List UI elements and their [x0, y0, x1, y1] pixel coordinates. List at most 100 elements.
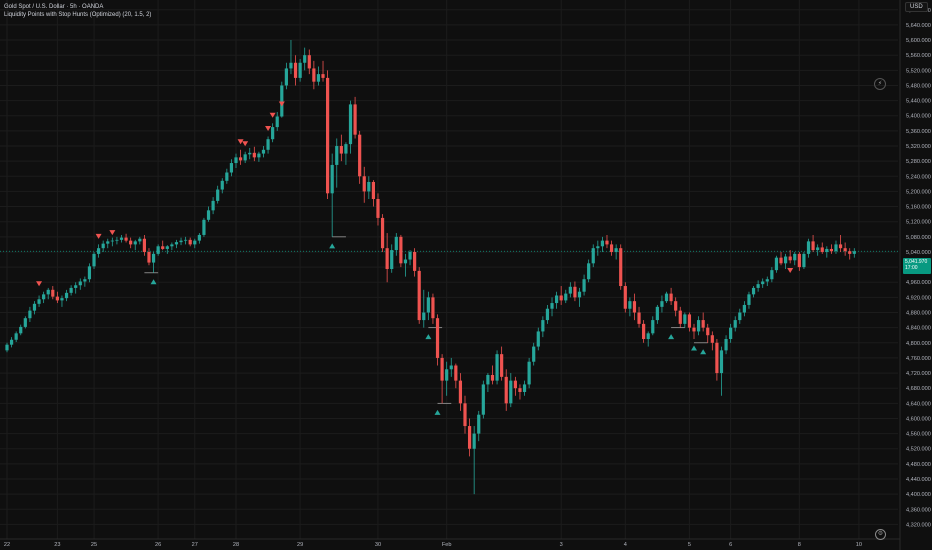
candle-body[interactable] — [678, 310, 682, 324]
candle-body[interactable] — [170, 244, 174, 247]
candle-body[interactable] — [582, 279, 586, 292]
candle-body[interactable] — [197, 234, 201, 241]
candle-body[interactable] — [413, 251, 417, 271]
candle-body[interactable] — [184, 239, 188, 241]
candle-body[interactable] — [275, 116, 279, 128]
candle-body[interactable] — [733, 320, 737, 328]
currency-button[interactable]: USD — [905, 2, 928, 12]
candle-body[interactable] — [399, 236, 403, 264]
candle-body[interactable] — [518, 388, 522, 392]
indicator-title[interactable]: Liquidity Points with Stop Hunts (Optimi… — [4, 12, 152, 18]
candle-body[interactable] — [706, 327, 710, 336]
candle-body[interactable] — [701, 320, 705, 328]
candle-body[interactable] — [628, 301, 632, 309]
candle-body[interactable] — [664, 293, 669, 302]
candle-body[interactable] — [467, 426, 472, 449]
candle-body[interactable] — [729, 327, 733, 340]
candle-body[interactable] — [261, 149, 266, 154]
candle-body[interactable] — [238, 157, 243, 161]
candle-body[interactable] — [371, 181, 375, 199]
candle-body[interactable] — [806, 241, 811, 254]
candle-body[interactable] — [843, 248, 847, 252]
candle-body[interactable] — [51, 289, 55, 297]
candle-body[interactable] — [527, 361, 531, 385]
candle-body[interactable] — [216, 189, 220, 201]
candle-body[interactable] — [124, 237, 128, 241]
candle-body[interactable] — [816, 247, 820, 251]
candle-body[interactable] — [280, 85, 284, 117]
candle-body[interactable] — [202, 219, 206, 235]
candle-body[interactable] — [454, 365, 458, 381]
candle-body[interactable] — [742, 304, 746, 313]
candle-body[interactable] — [69, 287, 73, 293]
candle-body[interactable] — [220, 180, 224, 190]
candle-body[interactable] — [696, 320, 701, 332]
candle-body[interactable] — [32, 303, 37, 311]
candle-body[interactable] — [367, 181, 371, 192]
candle-body[interactable] — [298, 62, 302, 78]
candle-body[interactable] — [550, 303, 554, 309]
candle-body[interactable] — [522, 384, 527, 392]
candle-body[interactable] — [28, 310, 32, 319]
candle-body[interactable] — [119, 237, 124, 240]
candle-body[interactable] — [426, 297, 430, 313]
candle-body[interactable] — [179, 240, 183, 243]
candle-body[interactable] — [390, 250, 394, 269]
candle-body[interactable] — [46, 289, 50, 295]
candle-body[interactable] — [206, 210, 211, 220]
candle-body[interactable] — [642, 323, 646, 340]
candle-body[interactable] — [637, 312, 641, 324]
candle-body[interactable] — [129, 240, 133, 245]
candle-body[interactable] — [609, 244, 614, 252]
candle-body[interactable] — [774, 257, 779, 271]
candle-body[interactable] — [431, 297, 435, 319]
candle-body[interactable] — [719, 350, 724, 374]
candle-body[interactable] — [92, 253, 96, 267]
candle-body[interactable] — [23, 318, 27, 327]
candle-body[interactable] — [380, 217, 385, 249]
candle-body[interactable] — [651, 320, 655, 334]
gear-icon[interactable]: ⚙ — [875, 529, 886, 540]
candle-body[interactable] — [394, 236, 398, 251]
candle-body[interactable] — [74, 285, 78, 288]
candle-body[interactable] — [568, 286, 572, 294]
candle-body[interactable] — [316, 74, 321, 82]
candle-body[interactable] — [490, 374, 495, 381]
candle-body[interactable] — [417, 270, 421, 321]
candle-body[interactable] — [541, 320, 545, 332]
candle-body[interactable] — [165, 246, 169, 249]
candle-body[interactable] — [532, 346, 536, 362]
candle-body[interactable] — [600, 240, 604, 247]
candle-body[interactable] — [42, 294, 46, 300]
candle-body[interactable] — [500, 354, 504, 377]
candle-body[interactable] — [655, 306, 659, 321]
candle-body[interactable] — [825, 248, 829, 252]
candle-body[interactable] — [101, 243, 105, 249]
candle-body[interactable] — [440, 357, 444, 381]
candle-body[interactable] — [422, 312, 426, 321]
candle-body[interactable] — [271, 127, 275, 140]
candle-body[interactable] — [614, 248, 618, 252]
candle-body[interactable] — [545, 308, 550, 321]
candle-body[interactable] — [834, 244, 838, 252]
candle-body[interactable] — [64, 292, 69, 299]
candle-body[interactable] — [252, 152, 256, 158]
candle-body[interactable] — [115, 239, 119, 241]
candle-body[interactable] — [619, 248, 623, 287]
candle-body[interactable] — [715, 342, 719, 374]
candle-body[interactable] — [829, 248, 833, 252]
candle-body[interactable] — [376, 198, 380, 218]
candle-body[interactable] — [765, 279, 769, 282]
candle-body[interactable] — [646, 333, 650, 340]
candle-body[interactable] — [87, 266, 92, 280]
candle-body[interactable] — [573, 286, 577, 298]
candle-body[interactable] — [225, 172, 229, 181]
candle-body[interactable] — [495, 354, 499, 381]
candle-body[interactable] — [564, 293, 568, 301]
candle-body[interactable] — [55, 296, 59, 301]
candle-body[interactable] — [632, 301, 637, 313]
candle-body[interactable] — [248, 152, 252, 155]
candle-body[interactable] — [559, 295, 563, 301]
candle-body[interactable] — [303, 55, 307, 63]
